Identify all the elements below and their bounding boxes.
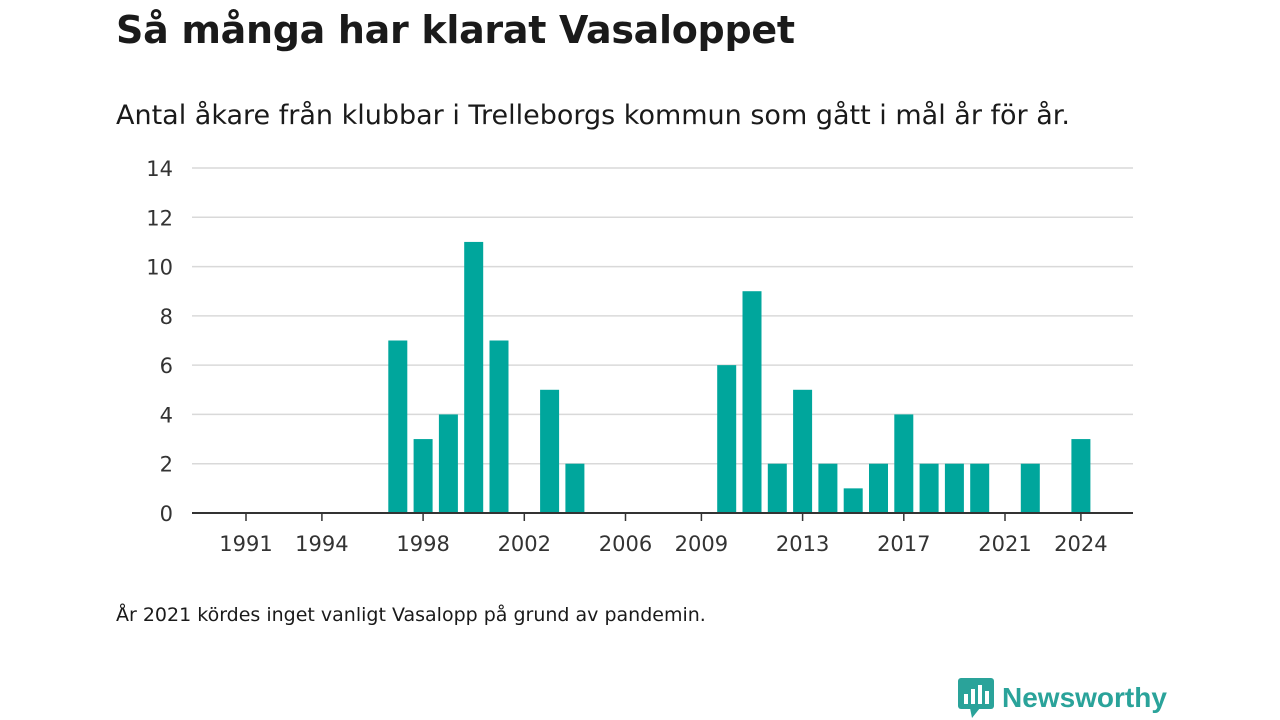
y-tick-label: 4 <box>160 403 173 427</box>
bar-2022 <box>1020 463 1040 513</box>
chart-title: Så många har klarat Vasaloppet <box>116 8 795 52</box>
y-axis-ticks: 0 2 4 6 8 10 12 14 <box>146 157 173 526</box>
newsworthy-logo-text: Newsworthy <box>1002 682 1167 713</box>
bar-2020 <box>970 463 990 513</box>
y-tick-label: 14 <box>146 157 173 181</box>
bars <box>388 241 1091 513</box>
bar-chart: 0 2 4 6 8 10 12 14 1991 1994 1998 2002 2006 2009 2013… <box>146 157 1133 556</box>
y-tick-label: 10 <box>146 256 173 280</box>
newsworthy-logo[interactable]: Newsworthy <box>958 678 1167 718</box>
bar-1997 <box>388 340 408 513</box>
x-tick-label: 2017 <box>877 532 930 556</box>
bar-2016 <box>869 463 888 513</box>
x-tick-label: 2009 <box>675 532 728 556</box>
y-tick-label: 8 <box>160 305 173 329</box>
bar-2014 <box>818 463 838 513</box>
bar-2018 <box>919 463 939 513</box>
bar-2013 <box>793 389 813 513</box>
bar-2004 <box>565 463 585 513</box>
bar-2017 <box>894 414 914 513</box>
bar-2001 <box>489 340 509 513</box>
x-tick-label: 2006 <box>599 532 652 556</box>
y-tick-label: 2 <box>160 453 173 477</box>
x-axis-ticks: 1991 1994 1998 2002 2006 2009 2013 2017 2021 2024 <box>219 513 1108 556</box>
chart-subtitle: Antal åkare från klubbar i Trelleborgs k… <box>116 100 1070 131</box>
bar-2011 <box>742 291 762 513</box>
grid-lines <box>192 167 1133 465</box>
bar-1998 <box>413 439 433 513</box>
bar-2024 <box>1071 439 1091 513</box>
y-tick-label: 6 <box>160 354 173 378</box>
newsworthy-logo-icon <box>958 678 994 718</box>
bar-2000 <box>464 241 484 513</box>
bar-2015 <box>843 488 863 513</box>
y-tick-label: 0 <box>160 502 173 526</box>
bar-2019 <box>944 463 964 513</box>
x-tick-label: 2002 <box>498 532 551 556</box>
x-tick-label: 2024 <box>1054 532 1107 556</box>
x-tick-label: 2013 <box>776 532 829 556</box>
bar-2003 <box>540 389 560 513</box>
x-tick-label: 1994 <box>295 532 348 556</box>
x-tick-label: 1998 <box>396 532 449 556</box>
footnote: År 2021 kördes inget vanligt Vasalopp på… <box>116 604 706 626</box>
x-tick-label: 1991 <box>219 532 272 556</box>
y-tick-label: 12 <box>146 206 173 230</box>
bar-1999 <box>438 414 458 513</box>
x-tick-label: 2021 <box>978 532 1031 556</box>
bar-2012 <box>767 463 787 513</box>
bar-2010 <box>717 365 737 513</box>
